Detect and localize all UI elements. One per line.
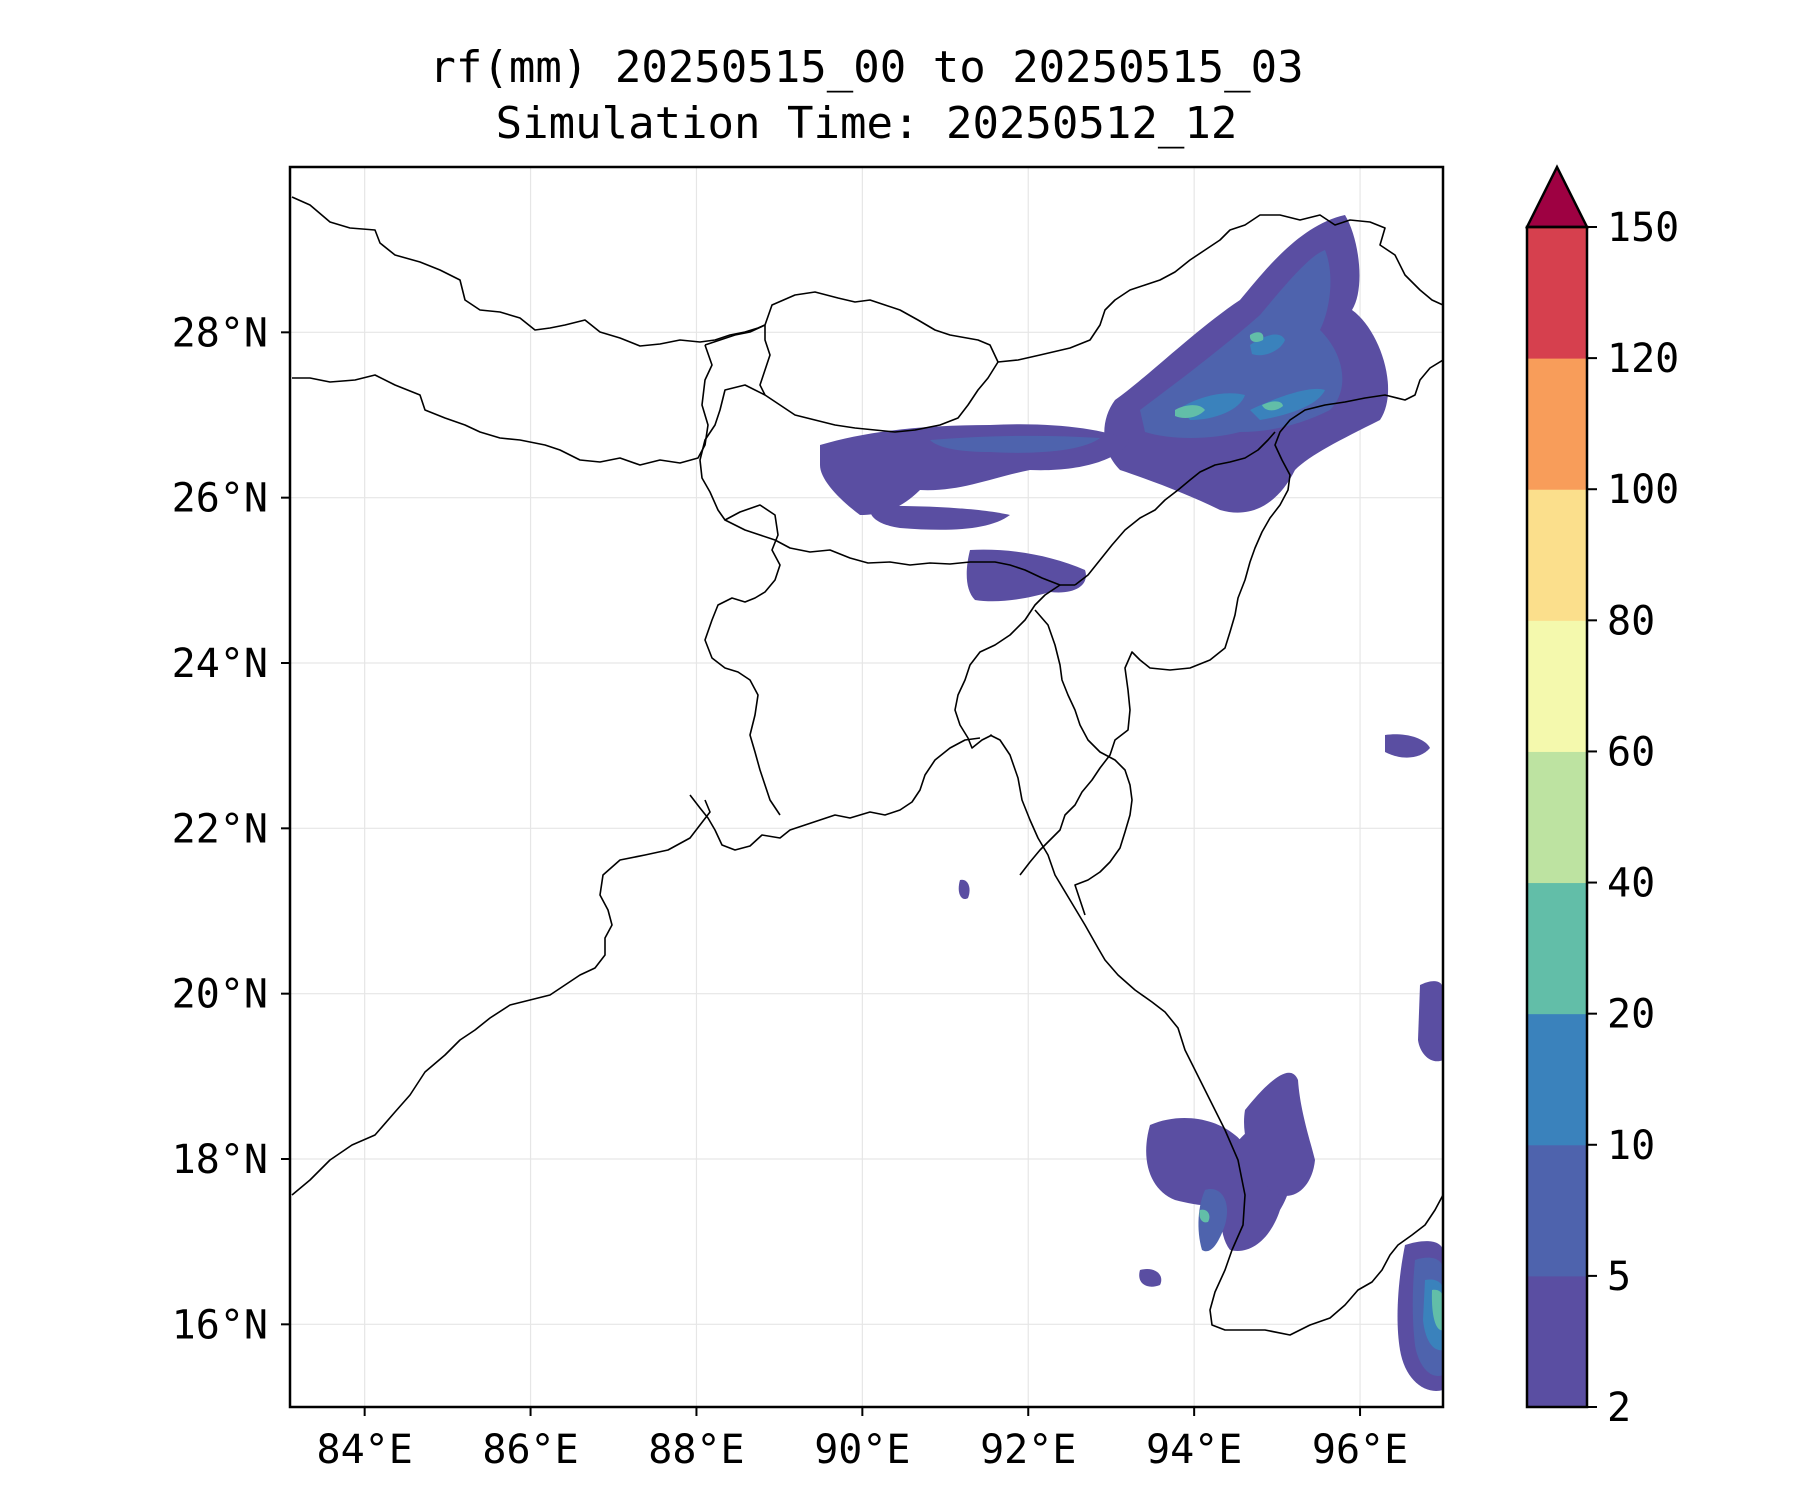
colorbar-label: 2: [1607, 1385, 1631, 1431]
colorbar-label: 5: [1607, 1254, 1631, 1300]
lon-tick-label: 92°E: [980, 1427, 1076, 1473]
lon-tick-label: 84°E: [316, 1427, 412, 1473]
coastlines-borders: [291, 196, 1443, 1336]
colorbar-segment: [1527, 1144, 1587, 1277]
colorbar-label: 40: [1607, 861, 1655, 907]
colorbar-label: 100: [1607, 467, 1679, 513]
bangladesh-west-border: [699, 384, 781, 816]
lon-tick-label: 86°E: [482, 1427, 578, 1473]
colorbar-label: 120: [1607, 336, 1679, 382]
colorbar: 2 5 10 20 40 60 80 100 120 150: [1524, 164, 1679, 1431]
rain-area-myanmar-coast-core: [1198, 1189, 1228, 1252]
rain-area-east-edge-streak: [1418, 981, 1443, 1062]
bhutan-border: [759, 291, 999, 433]
nepal-north-border: [291, 196, 766, 347]
lon-tick-label: 90°E: [814, 1427, 910, 1473]
lat-tick-label: 24°N: [172, 641, 268, 687]
rain-area-meghalaya-band: [966, 549, 1086, 602]
lat-tick-label: 18°N: [172, 1137, 268, 1183]
colorbar-label: 20: [1607, 992, 1655, 1038]
lat-tick-label: 16°N: [172, 1302, 268, 1348]
sikkim-westbengal-border: [704, 324, 766, 346]
colorbar-extend-triangle: [1524, 164, 1590, 229]
axis-ticks: [281, 331, 1362, 1416]
bangladesh-coast-east: [989, 734, 1443, 1336]
lat-tick-label: 28°N: [172, 310, 268, 356]
arunachal-border: [997, 214, 1443, 363]
ne-india-inner-border: [1074, 431, 1276, 586]
colorbar-ticks: [1587, 226, 1597, 1408]
map-frame: [288, 165, 1445, 1409]
myanmar-north-border: [1019, 359, 1443, 876]
map-title-line2: Simulation Time: 20250512_12: [495, 98, 1238, 149]
lat-tick-label: 26°N: [172, 476, 268, 522]
rain-level-4: [1175, 332, 1443, 1331]
rain-area-east-edge-blob: [1385, 734, 1430, 758]
colorbar-segment: [1527, 1275, 1587, 1408]
rain-area-assam-lower-streak: [869, 505, 1010, 530]
rain-area-south-speck: [1139, 1269, 1162, 1287]
india-east-coastline: [291, 799, 711, 1196]
lon-tick-label: 96°E: [1312, 1427, 1408, 1473]
map-title-line1: rf(mm) 20250515_00 to 20250515_03: [429, 42, 1304, 93]
rain-area-peak-cell-1: [1175, 405, 1205, 418]
colorbar-segment: [1527, 489, 1587, 621]
rain-area-peak-cell-4: [1199, 1209, 1210, 1223]
colorbar-label: 150: [1607, 205, 1679, 251]
lat-tick-label: 20°N: [172, 972, 268, 1018]
lon-tick-labels: 84°E 86°E 88°E 90°E 92°E 94°E 96°E: [316, 1427, 1408, 1473]
rain-area-myanmar-east-cluster: [1244, 1072, 1315, 1196]
lat-tick-label: 22°N: [172, 806, 268, 852]
lon-tick-label: 88°E: [648, 1427, 744, 1473]
rain-area-ne-india-peaks-north: [1250, 334, 1285, 356]
rain-area-ne-india-core: [1140, 250, 1343, 438]
rain-area-assam-core-streak: [930, 435, 1100, 453]
colorbar-frame: [1525, 225, 1589, 1409]
rain-area-peak-cell-5: [1431, 1289, 1443, 1331]
colorbar-segment: [1527, 1013, 1587, 1146]
nepal-south-border: [292, 344, 713, 466]
lat-tick-labels: 16°N 18°N 20°N 22°N 24°N 26°N 28°N: [172, 310, 268, 1348]
tripura-mizoram-border: [1034, 609, 1133, 916]
colorbar-label: 60: [1607, 729, 1655, 775]
colorbar-label: 10: [1607, 1123, 1655, 1169]
bangladesh-north-border: [724, 519, 1075, 586]
rain-area-myanmar-west-cluster: [1146, 1117, 1249, 1206]
colorbar-segment: [1527, 751, 1587, 884]
colorbar-segment: [1527, 620, 1587, 752]
colorbar-segments: [1527, 227, 1587, 1408]
colorbar-labels: 2 5 10 20 40 60 80 100 120 150: [1607, 205, 1679, 1431]
rain-area-ne-india-peaks-east: [1250, 388, 1325, 420]
bangladesh-east-border: [954, 584, 1061, 749]
lon-tick-label: 94°E: [1146, 1427, 1242, 1473]
rain-area-peak-cell-2: [1249, 332, 1264, 343]
colorbar-segment: [1527, 358, 1587, 490]
colorbar-segment: [1527, 227, 1587, 359]
colorbar-segment: [1527, 882, 1587, 1015]
sundarbans-delta-coast: [689, 737, 981, 851]
rain-area-mizoram-blob: [958, 879, 970, 900]
colorbar-label: 80: [1607, 598, 1655, 644]
rain-area-peak-cell-3: [1262, 401, 1283, 411]
